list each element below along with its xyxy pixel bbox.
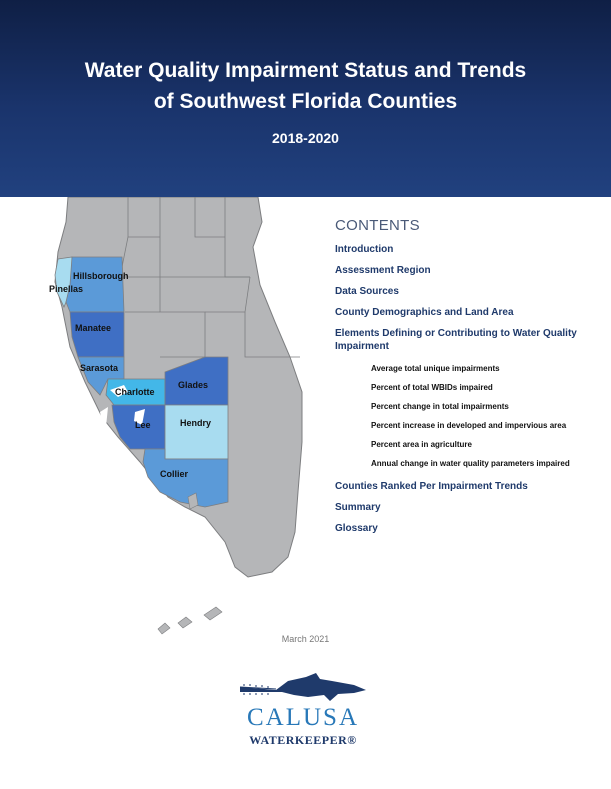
county-hendry — [164, 404, 229, 460]
toc-sub-percent-wbids[interactable]: Percent of total WBIDs impaired — [371, 383, 493, 392]
toc-assessment-region[interactable]: Assessment Region — [335, 265, 431, 276]
table-of-contents: CONTENTS Introduction Assessment Region … — [335, 217, 600, 543]
label-lee: Lee — [135, 420, 151, 430]
contents-heading: CONTENTS — [335, 217, 420, 234]
florida-county-map: Pinellas Hillsborough Manatee Sarasota C… — [49, 197, 303, 635]
title-banner — [0, 0, 611, 197]
toc-introduction[interactable]: Introduction — [335, 244, 394, 255]
report-years: 2018-2020 — [272, 130, 339, 146]
logo-word-calusa: CALUSA — [246, 704, 359, 731]
toc-elements[interactable]: Elements Defining or Contributing to Wat… — [335, 328, 577, 352]
toc-glossary[interactable]: Glossary — [335, 523, 378, 534]
label-charlotte: Charlotte — [115, 387, 155, 397]
toc-sub-percent-change[interactable]: Percent change in total impairments — [371, 402, 509, 411]
florida-keys — [157, 492, 223, 635]
county-manatee — [69, 311, 125, 358]
toc-summary[interactable]: Summary — [335, 502, 381, 513]
toc-data-sources[interactable]: Data Sources — [335, 286, 399, 297]
toc-sub-average-impairments[interactable]: Average total unique impairments — [371, 364, 500, 373]
label-glades: Glades — [178, 380, 208, 390]
label-hillsborough: Hillsborough — [73, 271, 129, 281]
toc-sub-agriculture[interactable]: Percent area in agriculture — [371, 440, 472, 449]
sawfish-icon — [239, 673, 366, 701]
calusa-waterkeeper-logo: CALUSA WATERKEEPER® — [236, 673, 370, 755]
toc-sub-developed-area[interactable]: Percent increase in developed and imperv… — [371, 421, 567, 430]
label-collier: Collier — [160, 469, 189, 479]
label-hendry: Hendry — [180, 418, 211, 428]
publication-date: March 2021 — [281, 634, 330, 644]
toc-counties-ranked[interactable]: Counties Ranked Per Impairment Trends — [335, 481, 528, 492]
toc-sub-annual-change[interactable]: Annual change in water quality parameter… — [371, 459, 570, 468]
title-line-2: of Southwest Florida Counties — [153, 90, 458, 113]
county-borders — [119, 197, 300, 358]
coast-water — [100, 385, 145, 442]
title-line-1: Water Quality Impairment Status and Tren… — [84, 59, 527, 82]
county-collier — [142, 448, 229, 508]
label-manatee: Manatee — [75, 323, 111, 333]
label-sarasota: Sarasota — [80, 363, 119, 373]
county-glades — [164, 356, 229, 406]
report-title: Water Quality Impairment Status and Tren… — [0, 55, 611, 117]
toc-county-demographics[interactable]: County Demographics and Land Area — [335, 307, 514, 318]
label-pinellas: Pinellas — [49, 284, 83, 294]
logo-word-waterkeeper: WATERKEEPER® — [249, 733, 357, 747]
